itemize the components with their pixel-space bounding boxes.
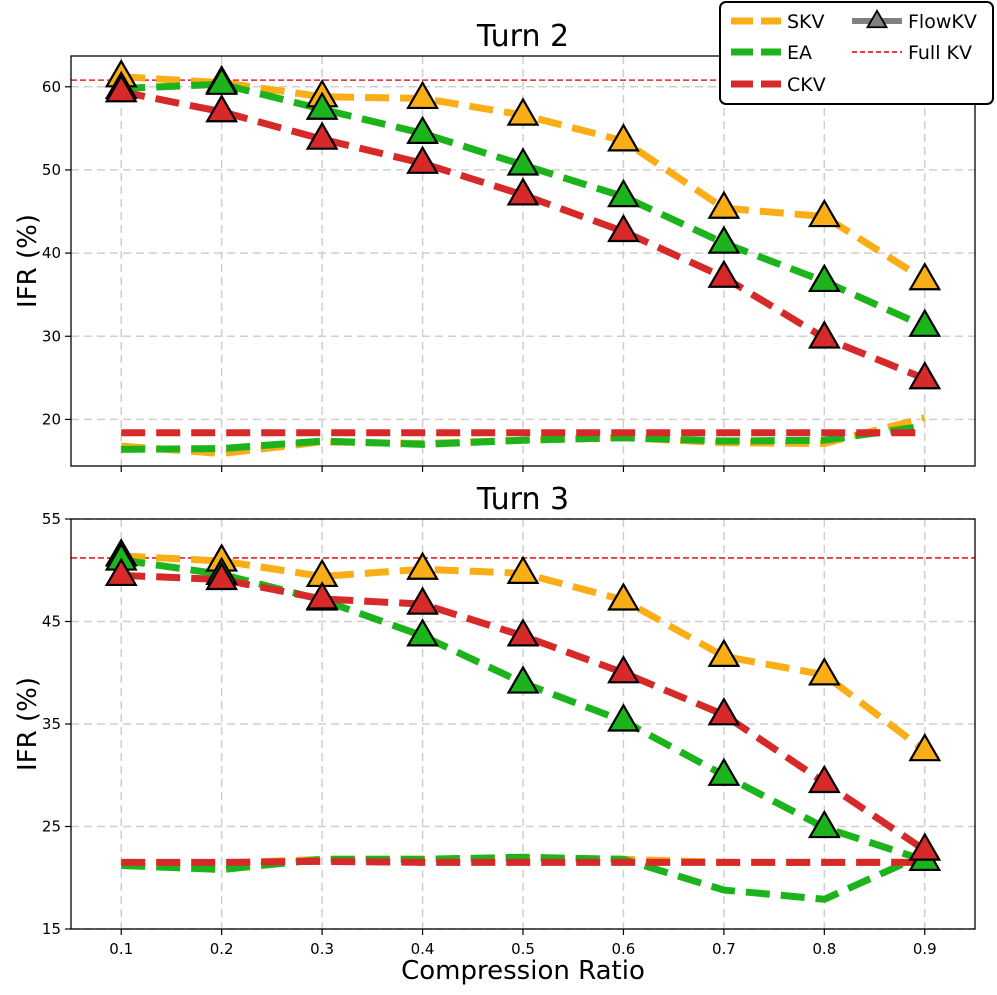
turn-2-ea-flowkv-marker: [707, 225, 741, 254]
turn-3-x-tick-label: 0.4: [411, 940, 435, 958]
turn-3-x-tick-label: 0.7: [712, 940, 736, 958]
turn-2-ea-baseline-line: [121, 422, 926, 453]
turn-3-skv-flowkv-marker: [707, 638, 741, 667]
turn-3-ckv-flowkv-marker: [607, 654, 640, 684]
turn-3-skv-flowkv-marker: [807, 657, 841, 686]
turn-2-ea-flowkv-marker: [807, 263, 841, 293]
x-axis-label: Compression Ratio: [401, 956, 645, 986]
turn-3-x-tick-label: 0.9: [913, 940, 937, 958]
legend-fullkv-label: Full KV: [908, 42, 972, 64]
turn-3-y-tick-label: 35: [42, 715, 61, 733]
legend-flowkv-label: FlowKV: [908, 11, 977, 33]
turn-3-x-tick-label: 0.8: [812, 940, 836, 958]
turn-3-x-tick-label: 0.5: [511, 940, 535, 958]
turn-2-y-tick-label: 30: [42, 327, 61, 345]
turn-2-skv-flowkv-marker: [506, 97, 540, 126]
turn-3-ckv-flowkv-marker: [205, 561, 239, 591]
turn-3-skv-flowkv-marker: [607, 582, 640, 611]
turn-2-ckv-flowkv-marker: [205, 93, 239, 123]
turn-3-ckv-flowkv-marker: [305, 581, 339, 610]
turn-2-ckv-flowkv-marker: [607, 213, 640, 243]
turn-3-ckv-flowkv-marker: [506, 618, 540, 647]
turn-2-y-tick-label: 20: [42, 410, 61, 428]
turn-2-ea-flowkv-marker: [506, 147, 540, 176]
turn-2-ea-flowkv-marker: [908, 308, 942, 337]
turn-3-y-tick-label: 55: [42, 510, 61, 528]
turn-3-ckv-flowkv-marker: [707, 697, 741, 726]
legend-ea-label: EA: [787, 42, 812, 64]
turn-2-skv-flowkv-marker: [607, 123, 640, 152]
legend: SKV EA CKV FlowKV Full KV: [719, 1, 994, 105]
turn-2-ckv-flowkv-marker: [406, 145, 439, 174]
turn-3-x-tick-label: 0.1: [109, 940, 133, 958]
turn-2-y-tick-label: 50: [42, 161, 61, 179]
turn-3-ea-flowkv-marker: [506, 665, 540, 694]
turn-3-panel: 15 25 35 45 55 0.1 0.2 0.3 0.4 0.5 0.6 0.7 0.8 0.9 Tur…: [13, 482, 976, 958]
legend-flowkv-marker: [865, 8, 889, 29]
turn-3-y-tick-label: 45: [42, 613, 61, 631]
turn-3-y-tick-label: 25: [42, 818, 61, 836]
turn-3-ckv-flowkv-marker: [908, 832, 942, 861]
turn-2-ckv-flowkv-marker: [506, 177, 540, 206]
turn-3-x-tick-label: 0.6: [612, 940, 636, 958]
turn-3-ea-flowkv-marker: [807, 809, 841, 839]
turn-3-ckv-flowkv-marker: [406, 586, 439, 615]
turn-3-ea-baseline-line: [121, 850, 927, 903]
turn-2-y-axis-label: IFR (%): [13, 214, 43, 308]
legend-box: [719, 1, 994, 105]
turn-2-panel: 20 30 40 50 60 Turn 2 IFR (%): [13, 19, 976, 472]
turn-2-ckv-flowkv-marker: [707, 259, 741, 288]
turn-3-title: Turn 3: [476, 482, 569, 517]
legend-ckv-label: CKV: [787, 74, 826, 96]
turn-2-title: Turn 2: [476, 19, 569, 54]
turn-2-skv-flowkv-marker: [807, 198, 841, 228]
turn-3-ckv-flowkv-marker: [104, 557, 138, 587]
turn-3-y-tick-label: 15: [42, 920, 61, 938]
turn-2-skv-flowkv-marker: [406, 80, 439, 110]
turn-2-ckv-flowkv-marker: [908, 360, 942, 390]
turn-3-ckv-baseline-line: [121, 857, 925, 866]
turn-2-ea-flowkv-marker: [305, 91, 339, 120]
turn-3-ckv-flowkv-marker: [807, 764, 841, 794]
turn-3-x-tick-label: 0.2: [210, 940, 234, 958]
turn-2-ea-flowkv-marker: [406, 115, 439, 144]
turn-2-ea-flowkv-line: [121, 80, 927, 330]
legend-skv-label: SKV: [787, 11, 825, 33]
turn-2-skv-flowkv-marker: [908, 261, 942, 291]
turn-2-y-tick-label: 60: [42, 78, 61, 96]
turn-3-skv-flowkv-marker: [406, 551, 439, 580]
turn-2-ea-flowkv-marker: [205, 66, 239, 95]
turn-2-ckv-flowkv-marker: [807, 320, 841, 349]
turn-3-ea-flowkv-marker: [406, 618, 439, 647]
turn-3-ea-flowkv-marker: [707, 757, 741, 786]
turn-3-ea-flowkv-marker: [607, 703, 640, 732]
turn-2-y-tick-label: 40: [42, 244, 61, 262]
turn-3-x-tick-label: 0.3: [310, 940, 334, 958]
turn-3-skv-flowkv-marker: [908, 732, 942, 762]
turn-2-ckv-flowkv-line: [120, 88, 927, 382]
turn-3-y-axis-label: IFR (%): [13, 677, 43, 771]
turn-2-ckv-flowkv-marker: [305, 121, 339, 150]
turn-2-ckv-flowkv-marker: [104, 73, 138, 103]
turn-3-skv-flowkv-marker: [506, 555, 540, 584]
turn-2-ea-flowkv-marker: [607, 178, 640, 208]
turn-2-skv-flowkv-marker: [707, 190, 741, 219]
